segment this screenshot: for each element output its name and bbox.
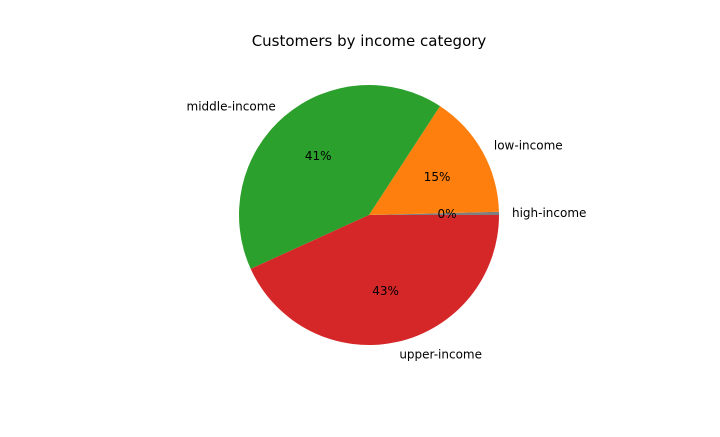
pie-label-upper-income: upper-income: [399, 348, 482, 362]
chart-title: Customers by income category: [252, 32, 487, 50]
pie-labels: high-income 0% low-income 15% middle-income 4…: [187, 100, 587, 362]
pie-slice-high-income: [369, 211, 499, 215]
pie-label-high-income: high-income: [512, 206, 586, 220]
pie-label-middle-income: middle-income: [187, 100, 276, 114]
pie-slices: [239, 85, 499, 346]
pie-pct-label-middle-income: 41%: [305, 149, 332, 163]
pie-pct-label-high-income: 0%: [437, 207, 456, 221]
pie-slice-upper-income: [250, 215, 499, 346]
pie-pct-label-low-income: 15%: [424, 170, 451, 184]
pie-label-low-income: low-income: [494, 138, 563, 152]
pie-pct-label-upper-income: 43%: [372, 284, 399, 298]
pie-slice-middle-income: [239, 85, 441, 269]
pie-slice-low-income: [369, 106, 499, 215]
